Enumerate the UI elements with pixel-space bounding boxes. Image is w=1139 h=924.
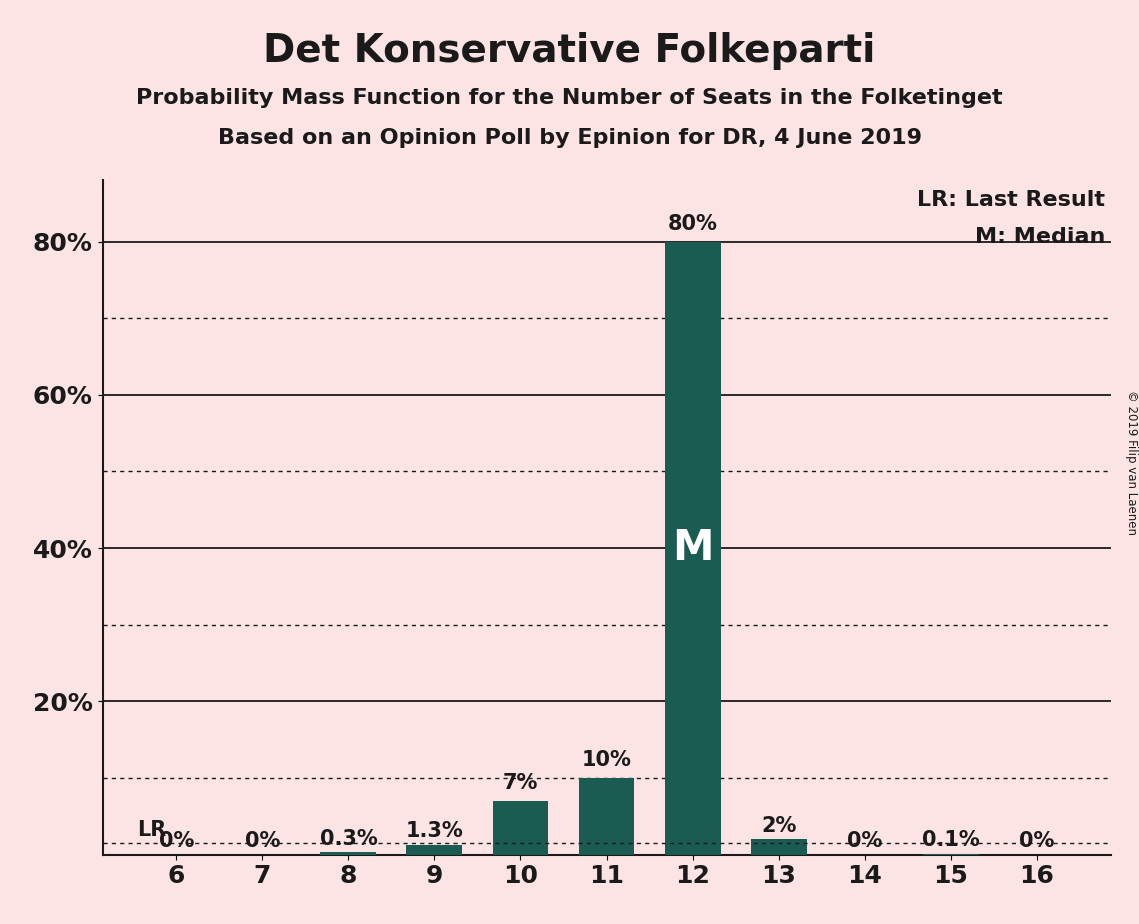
Text: Based on an Opinion Poll by Epinion for DR, 4 June 2019: Based on an Opinion Poll by Epinion for … [218, 128, 921, 148]
Text: © 2019 Filip van Laenen: © 2019 Filip van Laenen [1124, 390, 1138, 534]
Text: 0%: 0% [245, 831, 280, 851]
Text: LR: LR [138, 821, 166, 840]
Text: 0%: 0% [158, 831, 194, 851]
Bar [407, 845, 462, 855]
Text: 0%: 0% [1019, 831, 1055, 851]
Text: M: Median: M: Median [975, 227, 1106, 248]
Text: 0%: 0% [847, 831, 883, 851]
Text: Probability Mass Function for the Number of Seats in the Folketinget: Probability Mass Function for the Number… [137, 88, 1002, 108]
Bar [579, 778, 634, 855]
Text: 7%: 7% [502, 773, 538, 794]
Text: LR: Last Result: LR: Last Result [918, 190, 1106, 211]
Text: M: M [672, 527, 713, 569]
Text: 0.1%: 0.1% [921, 830, 980, 850]
Text: 80%: 80% [667, 213, 718, 234]
Bar [751, 839, 806, 855]
Text: 10%: 10% [582, 750, 631, 771]
Bar [664, 241, 721, 855]
Bar [492, 801, 549, 855]
Bar [320, 853, 376, 855]
Text: 0.3%: 0.3% [320, 829, 377, 848]
Text: 1.3%: 1.3% [405, 821, 464, 841]
Text: Det Konservative Folkeparti: Det Konservative Folkeparti [263, 32, 876, 70]
Text: 2%: 2% [761, 816, 796, 835]
